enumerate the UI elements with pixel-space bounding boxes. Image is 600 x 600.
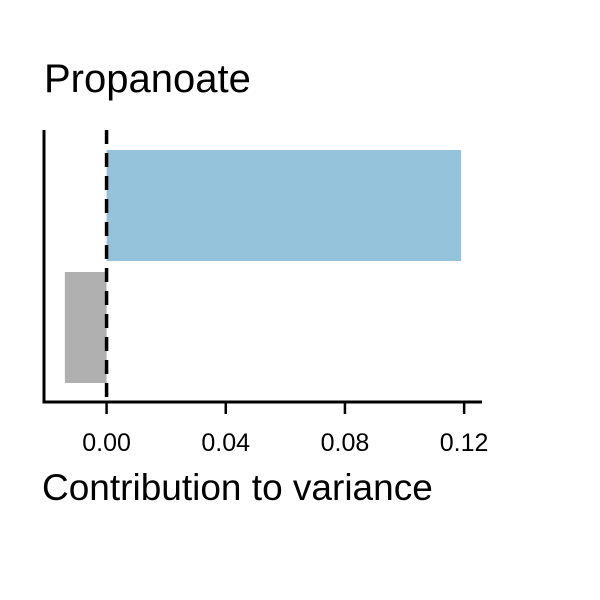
x-axis-label: Contribution to variance xyxy=(42,467,433,508)
bars-group xyxy=(64,150,462,383)
chart-title: Propanoate xyxy=(44,57,251,101)
x-ticks-group: 0.00 0.04 0.08 0.12 xyxy=(82,402,488,457)
bar-1 xyxy=(64,272,107,383)
x-tick-label-2: 0.08 xyxy=(321,429,370,457)
x-tick-label-3: 0.12 xyxy=(440,429,489,457)
x-tick-label-1: 0.04 xyxy=(201,429,250,457)
x-tick-label-0: 0.00 xyxy=(82,429,131,457)
bar-0 xyxy=(106,150,462,261)
